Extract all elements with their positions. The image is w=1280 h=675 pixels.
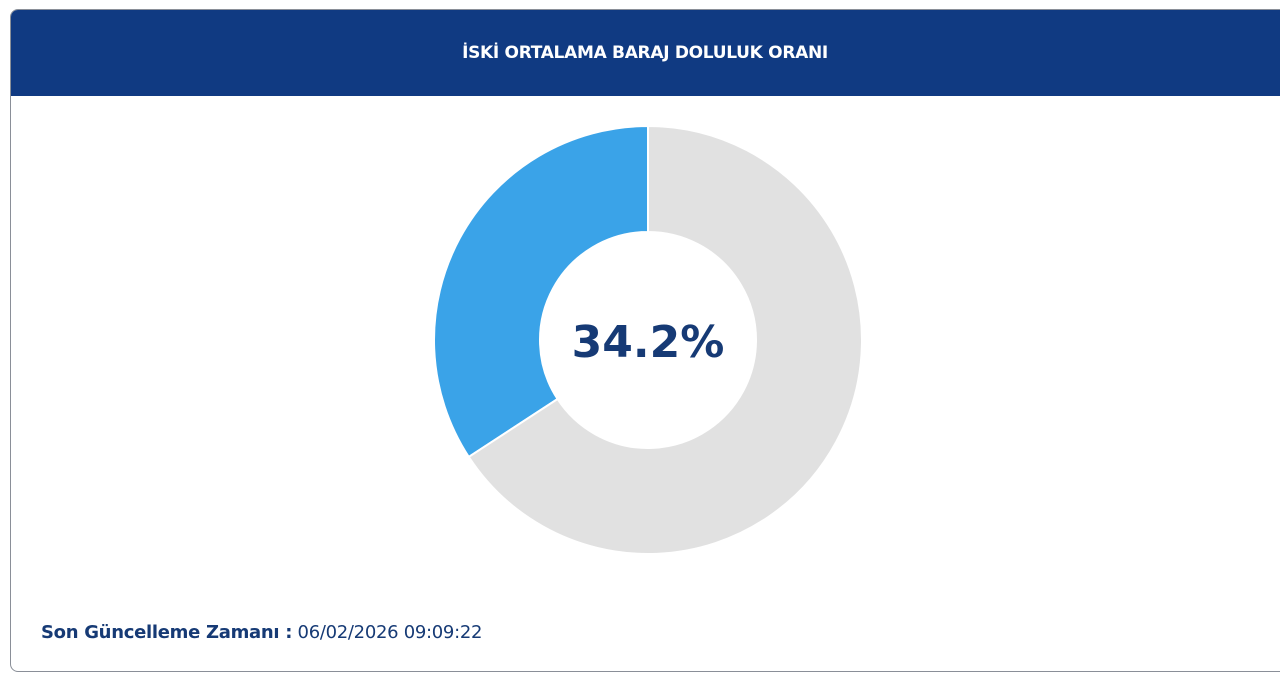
card-title: İSKİ ORTALAMA BARAJ DOLULUK ORANI xyxy=(462,43,828,63)
center-percentage-label: 34.2% xyxy=(572,317,725,368)
last-update-label: Son Güncelleme Zamanı : xyxy=(41,622,293,643)
donut-slice-filled[interactable] xyxy=(433,124,649,459)
card-header: İSKİ ORTALAMA BARAJ DOLULUK ORANI xyxy=(11,10,1280,96)
chart-card: İSKİ ORTALAMA BARAJ DOLULUK ORANI Son Gü… xyxy=(10,9,1280,672)
last-update: Son Güncelleme Zamanı : 06/02/2026 09:09… xyxy=(41,622,482,643)
last-update-value: 06/02/2026 09:09:22 xyxy=(297,622,483,643)
donut-slice-empty[interactable] xyxy=(467,124,863,555)
